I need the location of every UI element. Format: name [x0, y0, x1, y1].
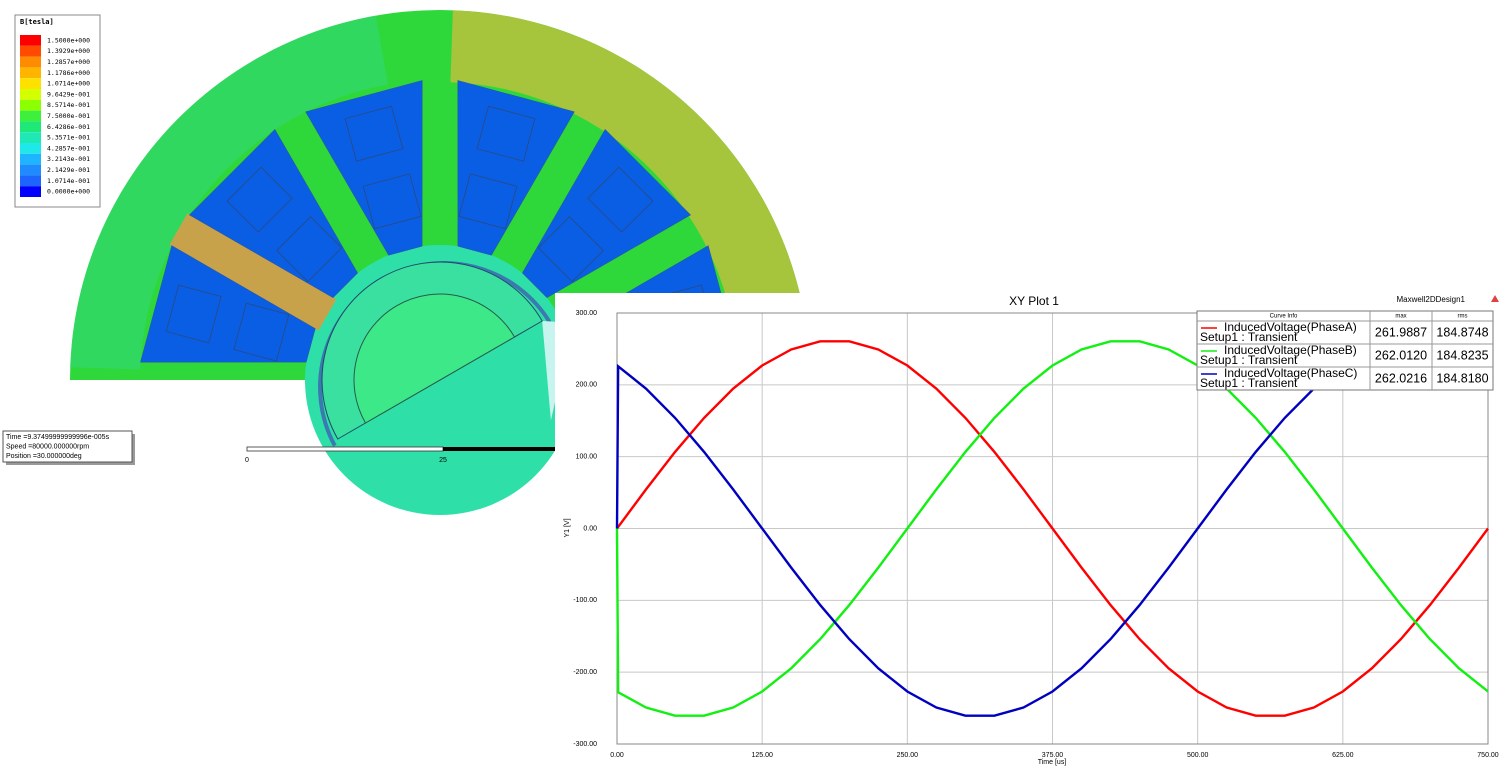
slot — [140, 245, 316, 363]
legend-swatch — [20, 121, 41, 133]
coil — [458, 173, 518, 230]
legend-name: InducedVoltage(PhaseB) — [1224, 343, 1357, 357]
legend-swatch — [20, 45, 41, 57]
y-tick-label: -200.00 — [573, 669, 597, 676]
rotor-core — [353, 293, 516, 424]
slot — [522, 129, 691, 298]
coil — [344, 105, 404, 162]
scale-label: 0 — [245, 457, 249, 464]
slot — [189, 129, 358, 298]
y-tick-label: -100.00 — [573, 597, 597, 604]
coil — [233, 302, 290, 362]
legend-rms: 184.8235 — [1436, 348, 1488, 362]
legend-swatch — [20, 153, 41, 165]
legend-label: 2.1429e-001 — [47, 166, 90, 174]
stator-yoke-left — [70, 15, 388, 370]
scale-label: 25 — [439, 457, 447, 464]
x-tick-label: 250.00 — [897, 752, 919, 759]
coil — [476, 105, 536, 162]
legend-max: 262.0120 — [1375, 348, 1427, 362]
scale-black — [443, 447, 563, 451]
warning-icon — [1491, 295, 1499, 302]
y-tick-label: 200.00 — [576, 382, 598, 389]
y-tick-label: 100.00 — [576, 454, 598, 461]
coil — [537, 216, 604, 283]
legend-label: 8.5714e-001 — [47, 101, 90, 109]
legend-swatch — [20, 78, 41, 89]
coil — [587, 166, 654, 233]
legend-max: 262.0216 — [1375, 371, 1427, 385]
y-tick-label: 0.00 — [583, 525, 597, 532]
legend-label: 1.2857e+000 — [47, 58, 90, 66]
scale-white — [246, 446, 444, 452]
legend-swatch — [20, 56, 41, 68]
legend-label: 7.5000e-001 — [47, 112, 90, 120]
x-tick-label: 0.00 — [610, 752, 624, 759]
x-tick-label: 625.00 — [1332, 752, 1354, 759]
coil — [362, 173, 422, 230]
legend-label: 5.3571e-001 — [47, 134, 90, 142]
x-tick-label: 125.00 — [751, 752, 773, 759]
legend-header: Curve Info — [1270, 314, 1298, 320]
legend-label: 9.6429e-001 — [47, 90, 90, 98]
info-box — [2, 430, 133, 463]
slot — [457, 80, 575, 256]
coil — [276, 216, 343, 283]
legend-label: 6.4286e-001 — [47, 123, 90, 131]
legend-swatch — [20, 143, 41, 154]
info-text: Time =9.37499999999996e-005s — [6, 434, 110, 441]
legend-swatch — [20, 110, 41, 122]
legend-swatch — [20, 89, 41, 100]
coil — [165, 284, 222, 344]
legend-swatch — [20, 186, 41, 197]
legend-label: 0.0000e+000 — [47, 188, 90, 196]
stator-yoke — [450, 10, 808, 349]
legend-table — [1196, 310, 1494, 391]
legend-title: B[tesla] — [20, 18, 54, 26]
legend-header: max — [1395, 314, 1406, 320]
series-line — [616, 340, 1489, 717]
legend-solution: Setup1 : Transient — [1200, 353, 1298, 367]
legend-solution: Setup1 : Transient — [1200, 330, 1298, 344]
legend-label: 3.2143e-001 — [47, 155, 90, 163]
legend-swatch — [20, 175, 41, 187]
design-name: Maxwell2DDesign1 — [1397, 295, 1466, 304]
y-tick-label: -300.00 — [573, 741, 597, 748]
legend-label: 1.3929e+000 — [47, 47, 90, 55]
legend-label: 1.0714e+000 — [47, 80, 90, 88]
legend-solution: Setup1 : Transient — [1200, 376, 1298, 390]
legend-name: InducedVoltage(PhaseA) — [1224, 320, 1357, 334]
info-text: Speed =80000.000000rpm — [6, 443, 89, 450]
legend-name: InducedVoltage(PhaseC) — [1224, 366, 1357, 380]
x-tick-label: 750.00 — [1477, 752, 1499, 759]
y-tick-label: 300.00 — [576, 310, 598, 317]
legend-swatch — [20, 132, 41, 143]
x-axis-label: Time [us] — [1038, 759, 1067, 766]
coil — [226, 166, 293, 233]
legend-swatch — [20, 35, 41, 46]
legend-label: 1.5000e+000 — [47, 36, 90, 44]
legend-swatch — [20, 99, 41, 111]
x-tick-label: 375.00 — [1042, 752, 1064, 759]
legend-label: 4.2857e-001 — [47, 144, 90, 152]
chart-title: XY Plot 1 — [1009, 294, 1059, 308]
legend-header: rms — [1458, 314, 1468, 320]
y-axis-label: Y1 [V] — [564, 518, 571, 537]
legend-swatch — [20, 164, 41, 176]
series-line — [615, 340, 1489, 717]
tooth — [169, 213, 337, 331]
slot — [305, 80, 423, 256]
legend-max: 261.9887 — [1375, 325, 1427, 339]
x-tick-label: 500.00 — [1187, 752, 1209, 759]
legend-label: 1.1786e+000 — [47, 69, 90, 77]
legend-rms: 184.8180 — [1436, 371, 1488, 385]
legend-label: 1.0714e-001 — [47, 177, 90, 185]
legend-swatch — [20, 67, 41, 79]
info-text: Position =30.000000deg — [6, 453, 82, 460]
legend-rms: 184.8748 — [1436, 325, 1488, 339]
